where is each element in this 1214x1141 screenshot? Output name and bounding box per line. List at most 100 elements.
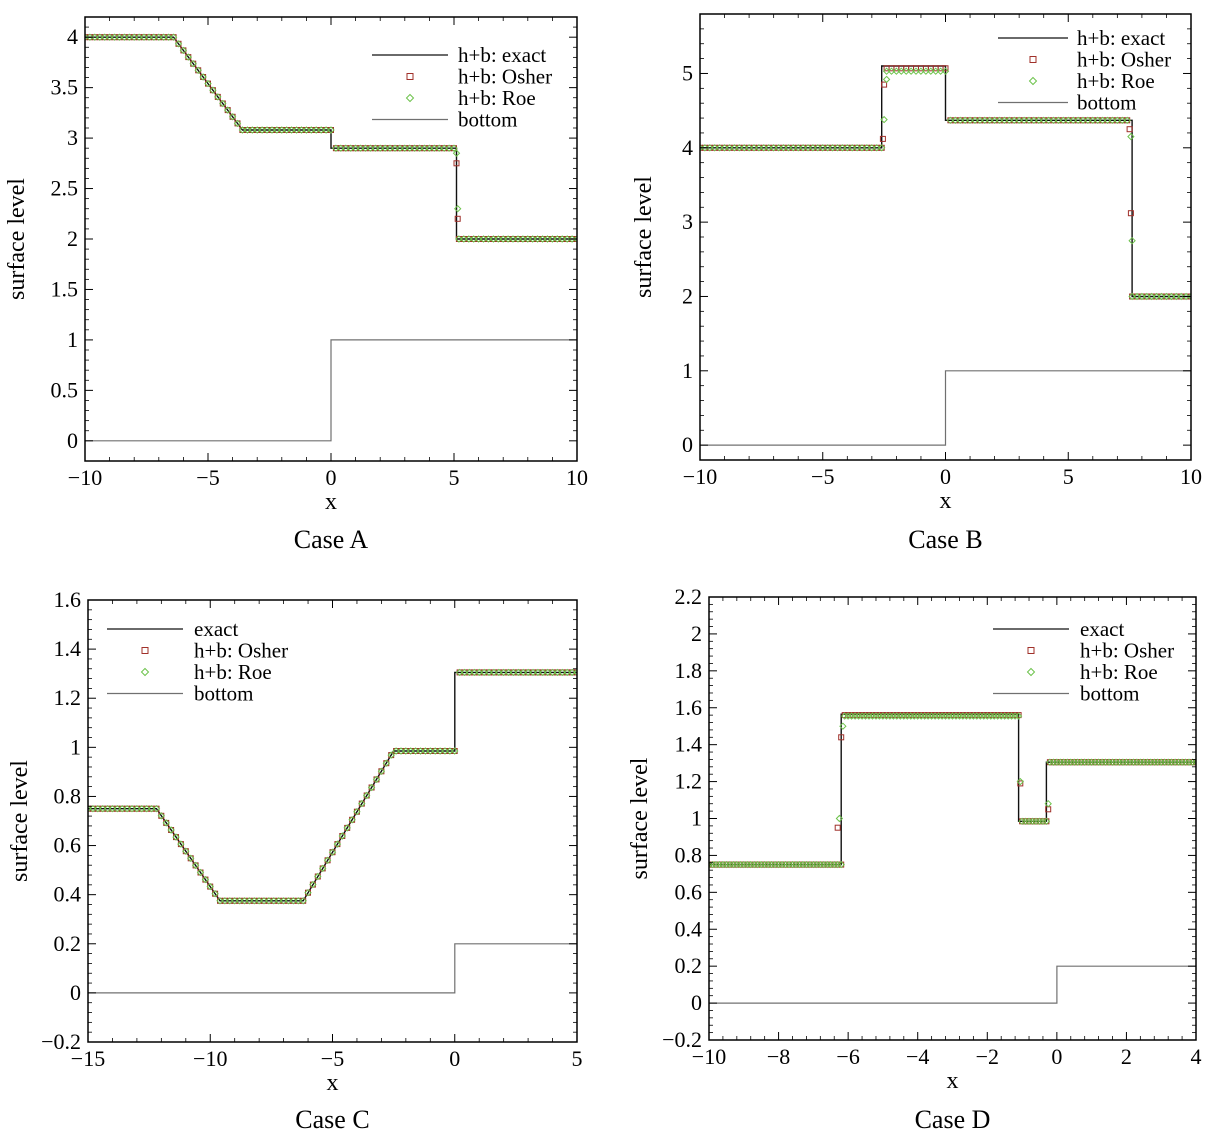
- data-point: [238, 126, 247, 134]
- data-point: [145, 33, 153, 41]
- x-tick-label: −10: [68, 465, 102, 490]
- legend-marker: [406, 73, 414, 80]
- data-point: [1059, 116, 1068, 125]
- data-point: [348, 816, 356, 824]
- data-point: [484, 235, 493, 243]
- data-point: [387, 751, 395, 759]
- series-line-exact: [709, 713, 1196, 866]
- series-markers-diamond: [700, 67, 1191, 301]
- data-point: [700, 144, 704, 152]
- data-point: [172, 833, 180, 841]
- data-point: [94, 804, 102, 813]
- series-line-exact: [88, 671, 577, 902]
- y-tick-label: 4: [67, 24, 78, 49]
- data-point: [228, 113, 237, 121]
- data-point: [381, 144, 389, 152]
- data-point: [1039, 116, 1048, 125]
- data-point: [396, 144, 404, 152]
- data-point: [1005, 116, 1014, 125]
- data-point: [494, 235, 503, 243]
- data-point: [971, 116, 979, 125]
- data-point: [219, 99, 227, 108]
- y-tick-label: 0.8: [54, 783, 82, 808]
- data-point: [499, 235, 507, 243]
- data-point: [268, 126, 276, 134]
- x-tick-label: 0: [940, 464, 951, 489]
- data-point: [1118, 116, 1127, 125]
- data-point: [221, 897, 229, 905]
- data-point: [519, 235, 527, 243]
- y-tick-label: 0.2: [675, 953, 703, 978]
- data-point: [1089, 116, 1097, 125]
- x-tick-label: 2: [1121, 1044, 1132, 1069]
- data-point: [397, 747, 405, 755]
- data-point: [371, 144, 380, 152]
- legend-label: bottom: [1077, 91, 1137, 115]
- data-point: [558, 668, 567, 677]
- data-point: [873, 144, 881, 152]
- data-point: [1182, 292, 1190, 301]
- data-point: [848, 144, 856, 152]
- x-tick-label: 5: [1063, 464, 1074, 489]
- y-tick-label: 1.4: [675, 732, 703, 757]
- data-point: [338, 832, 347, 840]
- data-point: [157, 812, 166, 820]
- data-point: [804, 144, 812, 152]
- legend-marker: [1027, 647, 1035, 654]
- y-tick-label: 4: [682, 135, 693, 160]
- data-point: [504, 235, 512, 243]
- data-point: [941, 67, 950, 75]
- y-tick-label: 0.4: [675, 916, 703, 941]
- x-tick-label: −6: [836, 1044, 859, 1069]
- x-tick-label: −15: [71, 1046, 105, 1071]
- data-point: [120, 33, 129, 41]
- data-point: [453, 160, 460, 167]
- data-point: [292, 126, 301, 134]
- data-point: [489, 235, 498, 243]
- data-point: [794, 144, 802, 152]
- data-point: [233, 119, 242, 128]
- data-point: [453, 204, 462, 213]
- y-tick-label: 1: [67, 327, 78, 352]
- data-point: [1157, 292, 1166, 301]
- data-point: [278, 126, 286, 134]
- data-point: [279, 897, 288, 905]
- data-point: [533, 235, 542, 243]
- data-point: [353, 807, 361, 816]
- y-axis-label: surface level: [7, 760, 33, 882]
- series-markers-square: [88, 669, 577, 904]
- legend-label: exact: [1080, 617, 1124, 641]
- data-point: [366, 144, 375, 152]
- data-point: [255, 897, 263, 905]
- data-point: [361, 144, 370, 152]
- x-tick-label: 0: [326, 465, 337, 490]
- y-tick-label: 2.2: [675, 584, 703, 609]
- plot-area: [700, 65, 1191, 446]
- data-point: [485, 668, 493, 677]
- data-point: [961, 116, 969, 125]
- data-point: [309, 880, 317, 889]
- data-point: [258, 126, 266, 134]
- data-point: [499, 668, 508, 677]
- data-point: [740, 144, 748, 152]
- plot-area: [85, 33, 577, 442]
- data-point: [837, 860, 845, 869]
- data-point: [455, 235, 463, 243]
- y-tick-label: 1.8: [675, 658, 703, 683]
- data-point: [548, 668, 557, 677]
- data-point: [877, 144, 886, 152]
- data-point: [838, 144, 847, 152]
- data-point: [892, 67, 901, 75]
- data-point: [304, 888, 312, 897]
- data-point: [1074, 116, 1082, 125]
- data-point: [1128, 236, 1136, 245]
- data-point: [282, 126, 291, 134]
- data-point: [839, 722, 847, 730]
- x-tick-label: −5: [811, 464, 834, 489]
- panel-d: −10 −8 −6 −4 −2 0 2 4 −0.2 0 0.2 0.4 0.6 0.8 1 1.2 1.4 1.…: [627, 584, 1202, 1134]
- data-point: [534, 668, 542, 677]
- data-point: [834, 824, 841, 831]
- legend-marker: [141, 647, 149, 654]
- data-point: [887, 67, 896, 75]
- data-point: [942, 65, 949, 72]
